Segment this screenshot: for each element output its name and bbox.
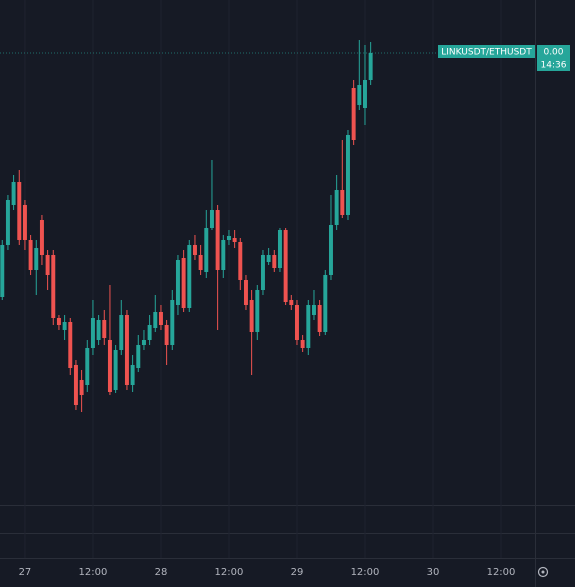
candle-body xyxy=(323,275,328,332)
candle-body xyxy=(192,245,197,255)
candle-body xyxy=(107,340,112,392)
candle-body xyxy=(0,245,5,297)
candle-body xyxy=(255,290,260,332)
candle-body xyxy=(113,350,118,390)
candle-body xyxy=(90,318,95,348)
candle-body xyxy=(181,258,186,308)
price-badge xyxy=(537,45,570,71)
candle-body xyxy=(22,205,27,240)
candle-body xyxy=(249,300,254,332)
candle-body xyxy=(317,305,322,332)
candle-body xyxy=(39,220,44,255)
candle-body xyxy=(345,135,350,215)
candle-body xyxy=(68,322,73,368)
candle-body xyxy=(175,260,180,305)
candle-body xyxy=(45,255,50,275)
candle-body xyxy=(96,320,101,340)
countdown-label: 14:36 xyxy=(541,61,567,71)
candle-body xyxy=(209,210,214,228)
candle-body xyxy=(28,240,33,270)
x-tick-label: 27 xyxy=(19,567,32,578)
candle-body xyxy=(85,348,90,385)
candle-body xyxy=(283,230,288,302)
candle-body xyxy=(119,315,124,350)
candle-body xyxy=(141,340,146,345)
overlay: LINKUSDT/ETHUSDT 0.00 14:36 xyxy=(438,45,570,71)
candle-body xyxy=(17,182,22,240)
candle-body xyxy=(153,312,158,328)
candle-body xyxy=(334,190,339,225)
candle-body xyxy=(73,365,78,405)
candle-body xyxy=(204,228,209,272)
x-tick-label: 12:00 xyxy=(79,567,108,578)
symbol-label: LINKUSDT/ETHUSDT xyxy=(441,48,532,58)
candle-body xyxy=(5,200,10,245)
candle-body xyxy=(243,280,248,305)
candle-body xyxy=(102,320,107,338)
candle-body xyxy=(221,240,226,270)
candle-body xyxy=(260,255,265,290)
x-tick-label: 29 xyxy=(291,567,304,578)
candle-body xyxy=(306,305,311,348)
settings-icon[interactable] xyxy=(537,566,549,578)
candle-body xyxy=(351,88,356,140)
x-tick-label: 30 xyxy=(427,567,440,578)
candle-body xyxy=(294,305,299,340)
candle-body xyxy=(300,340,305,348)
x-tick-label: 12:00 xyxy=(487,567,516,578)
candle-body xyxy=(226,236,231,240)
candles xyxy=(0,40,535,412)
candle-body xyxy=(79,380,84,395)
candle-body xyxy=(277,230,282,268)
grid xyxy=(24,0,502,558)
candle-body xyxy=(198,255,203,270)
candle-body xyxy=(362,80,367,108)
candle-body xyxy=(187,245,192,308)
candle-body xyxy=(136,345,141,368)
candle-body xyxy=(215,210,220,270)
x-tick-label: 12:00 xyxy=(351,567,380,578)
candle-body xyxy=(272,255,277,268)
candle-body xyxy=(164,325,169,345)
settings-icon-center[interactable] xyxy=(541,570,545,574)
candle-body xyxy=(289,300,294,305)
candle-body xyxy=(232,238,237,242)
candle-body xyxy=(51,255,56,318)
candle-body xyxy=(130,365,135,385)
candle-body xyxy=(147,325,152,340)
candle-body xyxy=(34,248,39,270)
settings-button[interactable] xyxy=(537,566,549,578)
candle-body xyxy=(266,255,271,262)
symbol-badge xyxy=(438,45,535,58)
candle-body xyxy=(238,242,243,280)
candle-body xyxy=(311,305,316,315)
candle-body xyxy=(158,312,163,325)
x-tick-label: 28 xyxy=(155,567,168,578)
candle-body xyxy=(357,85,362,105)
candle-body xyxy=(328,225,333,275)
candle-body xyxy=(56,318,61,325)
price-label: 0.00 xyxy=(543,48,563,58)
candle-body xyxy=(368,53,373,80)
x-tick-label: 12:00 xyxy=(215,567,244,578)
candle-body xyxy=(170,300,175,345)
candle-body xyxy=(11,182,16,205)
candle-body xyxy=(62,322,67,330)
candle-body xyxy=(340,190,345,215)
candle-body xyxy=(124,315,129,385)
